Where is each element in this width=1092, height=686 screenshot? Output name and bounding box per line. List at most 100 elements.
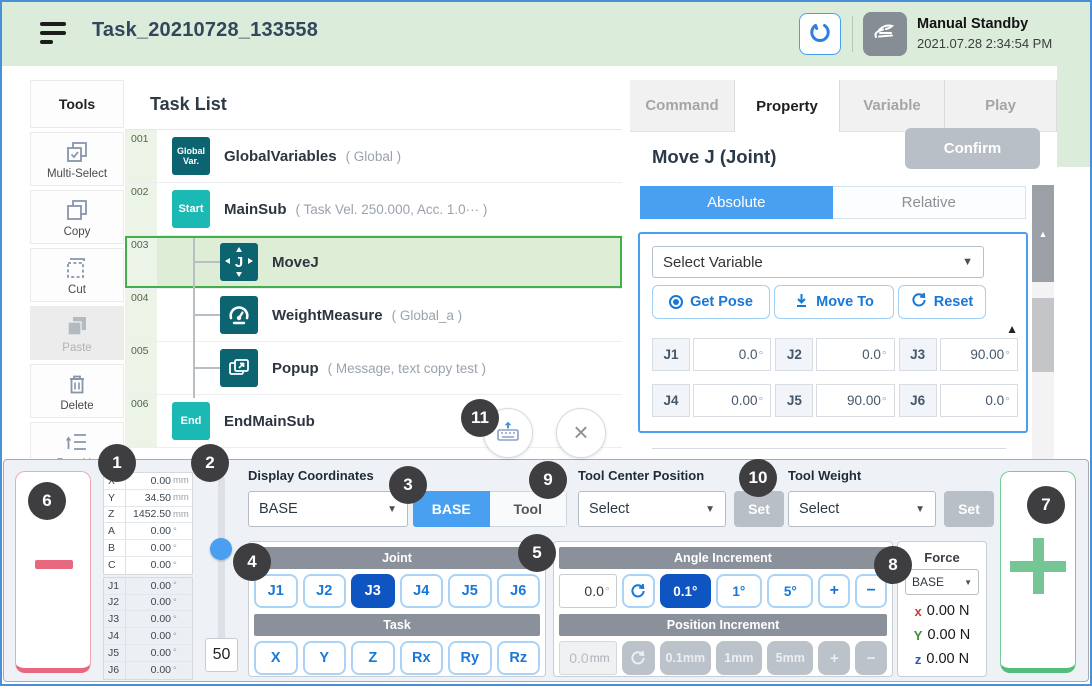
joint-name: J2 (775, 338, 814, 371)
menu-icon[interactable] (40, 21, 68, 45)
cut-button[interactable]: Cut (30, 248, 124, 302)
task-row-mainsub[interactable]: 002 Start MainSub ( Task Vel. 250.000, A… (125, 183, 622, 236)
close-jog-panel-button[interactable]: × (556, 408, 606, 458)
jog-x-button[interactable]: X (254, 641, 298, 675)
tool-weight-dropdown[interactable]: Select ▼ (788, 491, 936, 527)
tree-line (193, 238, 195, 398)
angle-plus-button[interactable]: + (818, 574, 851, 608)
panel-tabs: Command Property Variable Play (630, 80, 1057, 132)
tab-command[interactable]: Command (630, 80, 735, 132)
tab-property[interactable]: Property (735, 80, 840, 132)
jog-j4-button[interactable]: J4 (399, 574, 443, 608)
base-toggle[interactable]: BASE (413, 491, 490, 527)
jog-rz-button[interactable]: Rz (496, 641, 540, 675)
annotation-11: 11 (461, 399, 499, 437)
jog-ry-button[interactable]: Ry (448, 641, 492, 675)
cut-icon (64, 255, 90, 281)
paste-button[interactable]: Paste (30, 306, 124, 360)
chevron-down-icon: ▼ (705, 503, 715, 515)
relative-tab[interactable]: Relative (832, 186, 1026, 219)
reset-button[interactable]: Reset (898, 285, 986, 319)
jog-j2-button[interactable]: J2 (302, 574, 346, 608)
pose-row: J2 0.00 ° (104, 594, 192, 612)
pose-row: J6 0.00 ° (104, 661, 192, 679)
jog-rx-button[interactable]: Rx (399, 641, 443, 675)
variable-select-dropdown[interactable]: Select Variable ▼ (652, 246, 984, 278)
tools-title: Tools (30, 80, 124, 128)
force-x-row: x 0.00 N (914, 603, 970, 619)
pose-actions: Get Pose Move To Reset (652, 285, 986, 319)
absolute-tab[interactable]: Absolute (640, 186, 833, 219)
force-frame-dropdown[interactable]: BASE ▼ (905, 569, 979, 595)
cockpit-button[interactable] (799, 13, 841, 55)
confirm-button[interactable]: Confirm (905, 128, 1040, 169)
delete-button[interactable]: Delete (30, 364, 124, 418)
move-to-button[interactable]: Move To (774, 285, 894, 319)
annotation-1: 1 (98, 444, 136, 482)
joint-value-field[interactable]: 0.00 ° (693, 384, 772, 417)
task-row-label: Popup (272, 359, 319, 377)
task-row-global-variables[interactable]: 001 Global Var. GlobalVariables ( Global… (125, 130, 622, 183)
angle-reset-button[interactable] (621, 574, 655, 608)
task-row-weightmeasure[interactable]: 004 WeightMeasure ( Global_a ) (125, 289, 622, 342)
tcp-dropdown[interactable]: Select ▼ (578, 491, 726, 527)
task-row-params: ( Global ) (345, 148, 402, 164)
angle-1-button[interactable]: 1° (715, 574, 763, 608)
paste-icon (64, 313, 90, 339)
jog-j6-button[interactable]: J6 (496, 574, 540, 608)
speed-value[interactable]: 50 (205, 638, 238, 672)
display-coordinates-label: Display Coordinates (248, 468, 374, 483)
property-scrollbar[interactable]: ▲ (1032, 185, 1054, 460)
jog-y-button[interactable]: Y (302, 641, 346, 675)
task-row-params: ( Task Vel. 250.000, Acc. 1.0··· ) (295, 201, 488, 217)
joint-section-header: Joint (254, 547, 540, 569)
joint-value-field[interactable]: 0.0 ° (693, 338, 772, 371)
angle-01-button[interactable]: 0.1° (659, 574, 711, 608)
end-icon: End (172, 402, 210, 440)
get-pose-button[interactable]: Get Pose (652, 285, 770, 319)
header-divider (852, 16, 853, 52)
command-heading: Move J (Joint) (652, 146, 777, 167)
copy-button[interactable]: Copy (30, 190, 124, 244)
minus-icon (35, 560, 73, 569)
joint-name: J6 (898, 384, 937, 417)
collapse-up-icon[interactable]: ▲ (1006, 322, 1018, 336)
jog-j1-button[interactable]: J1 (254, 574, 298, 608)
pose-row: J3 0.00 ° (104, 611, 192, 629)
property-panel: Command Property Variable Play Move J (J… (630, 80, 1057, 460)
jog-j5-button[interactable]: J5 (448, 574, 492, 608)
multi-select-button[interactable]: Multi-Select (30, 132, 124, 186)
annotation-3: 3 (389, 466, 427, 504)
joint-value-grid: J1 0.0 ° J2 0.0 ° J3 90.00 ° J4 0.00 ° J5 90.00 ° … (652, 338, 1018, 430)
scrollbar-thumb[interactable] (1032, 298, 1054, 372)
angle-5-button[interactable]: 5° (767, 574, 814, 608)
joint-value-field[interactable]: 90.00 ° (939, 338, 1018, 371)
task-list-title: Task List (125, 80, 622, 130)
tab-play[interactable]: Play (945, 80, 1057, 132)
manual-mode-button[interactable] (863, 12, 907, 56)
reset-icon (911, 292, 927, 312)
speed-slider-knob[interactable] (210, 538, 232, 560)
speed-slider-track[interactable] (218, 476, 225, 646)
tool-weight-set-button[interactable]: Set (944, 491, 994, 527)
jog-j3-button[interactable]: J3 (351, 574, 395, 608)
annotation-7: 7 (1027, 486, 1065, 524)
task-row-popup[interactable]: 005 Popup ( Message, text copy test ) (125, 342, 622, 395)
tcp-set-button[interactable]: Set (734, 491, 784, 527)
task-row-label: MoveJ (272, 253, 319, 271)
joint-value-field[interactable]: 90.00 ° (816, 384, 895, 417)
scroll-up-button[interactable]: ▲ (1032, 185, 1054, 282)
display-coordinates-dropdown[interactable]: BASE ▼ (248, 491, 408, 527)
jog-z-button[interactable]: Z (351, 641, 395, 675)
copy-icon (64, 197, 90, 223)
position-increment-field: 0.0 mm (559, 641, 617, 675)
close-icon: × (573, 417, 589, 447)
joint-value-field[interactable]: 0.0 ° (816, 338, 895, 371)
task-row-endmainsub[interactable]: 006 End EndMainSub (125, 395, 622, 448)
tab-variable[interactable]: Variable (840, 80, 945, 132)
row-number: 003 (125, 236, 157, 288)
pose-row: A 0.00 ° (104, 523, 192, 541)
row-number: 001 (125, 130, 157, 182)
joint-value-field[interactable]: 0.0 ° (939, 384, 1018, 417)
angle-increment-field[interactable]: 0.0 ° (559, 574, 617, 608)
